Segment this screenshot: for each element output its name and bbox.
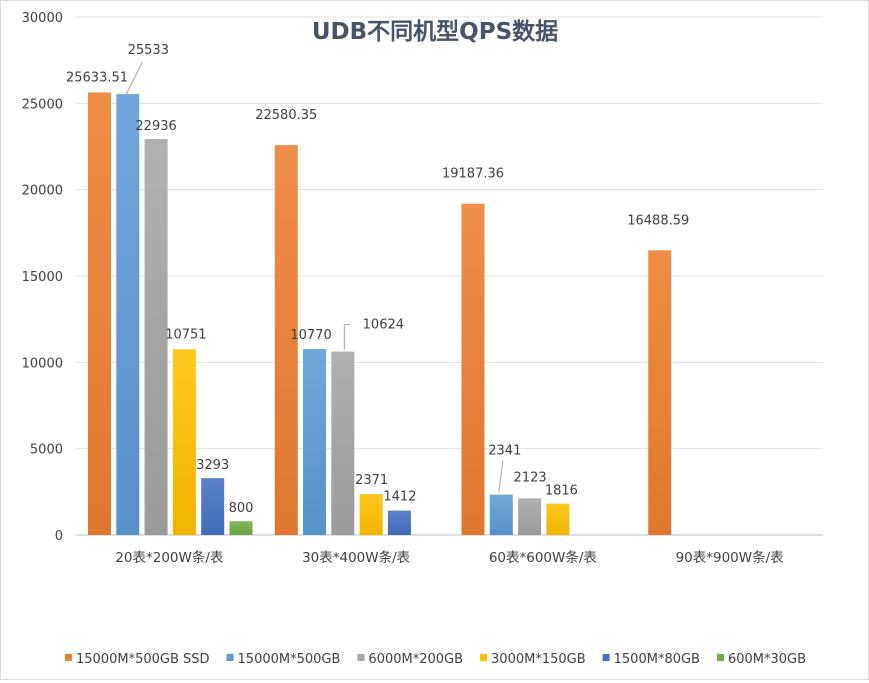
data-label: 800	[229, 501, 254, 516]
chart-title: UDB不同机型QPS数据	[312, 19, 558, 45]
legend-label: 3000M*150GB	[491, 652, 586, 667]
y-tick-label: 15000	[22, 270, 63, 285]
data-label: 3293	[196, 458, 229, 473]
data-label: 22936	[135, 119, 176, 134]
bar	[489, 494, 513, 535]
bar	[88, 92, 111, 536]
gridlines	[76, 16, 823, 536]
legend-item: 1500M*80GB	[602, 652, 700, 667]
legend-swatch	[602, 654, 610, 661]
data-label: 25533	[128, 43, 169, 58]
x-category-label: 20表*200W条/表	[115, 549, 224, 566]
data-label: 25633.51	[66, 70, 128, 85]
legend-swatch	[65, 654, 72, 661]
x-category-label: 30表*400W条/表	[302, 549, 411, 566]
bars	[88, 92, 672, 536]
leader-line	[125, 61, 143, 95]
y-axis-ticks: 0 5000 10000 15000 20000 25000 30000	[22, 11, 63, 544]
y-tick-label: 10000	[22, 356, 63, 371]
legend-label: 15000M*500GB SSD	[76, 652, 210, 667]
bar	[116, 94, 140, 536]
data-label: 10624	[363, 318, 404, 333]
leader-line	[343, 324, 351, 350]
x-category-label: 60表*600W条/表	[489, 549, 598, 566]
legend-swatch	[357, 654, 365, 661]
bar	[546, 503, 570, 535]
data-label: 2341	[488, 444, 521, 459]
y-tick-label: 30000	[22, 11, 63, 26]
bar	[331, 351, 355, 535]
legend-label: 1500M*80GB	[614, 652, 700, 667]
legend-label: 600M*30GB	[728, 652, 806, 667]
legend-item: 3000M*150GB	[480, 652, 586, 667]
y-tick-label: 20000	[22, 184, 63, 199]
data-label: 19187.36	[442, 167, 504, 182]
legend-label: 15000M*500GB	[238, 652, 341, 667]
bar	[201, 478, 225, 535]
data-label: 2123	[514, 470, 547, 485]
x-category-label: 90表*900W条/表	[676, 549, 785, 566]
legend-item: 15000M*500GB	[226, 652, 341, 667]
bar	[274, 145, 298, 536]
leader-lines	[125, 61, 504, 493]
data-label: 1816	[545, 484, 578, 499]
legend-swatch	[480, 654, 488, 661]
y-tick-label: 5000	[30, 443, 63, 458]
legend-item: 6000M*200GB	[357, 652, 463, 667]
legend-swatch	[226, 654, 234, 661]
data-label: 16488.59	[627, 213, 689, 228]
legend-label: 6000M*200GB	[368, 652, 463, 667]
data-label: 1412	[383, 490, 416, 505]
data-label: 22580.35	[255, 108, 317, 123]
leader-line	[498, 460, 504, 493]
bar	[303, 349, 327, 535]
data-label: 2371	[355, 473, 388, 488]
y-tick-label: 0	[55, 529, 63, 544]
legend-item: 15000M*500GB SSD	[65, 652, 210, 667]
bar	[461, 203, 485, 536]
bar	[172, 349, 196, 535]
bar	[648, 250, 672, 536]
bar	[387, 510, 411, 535]
bar	[144, 138, 168, 535]
legend-item: 600M*30GB	[716, 652, 806, 667]
y-tick-label: 25000	[22, 97, 63, 112]
legend: 15000M*500GB SSD 15000M*500GB 6000M*200GB 3…	[65, 652, 806, 667]
data-label: 10751	[165, 327, 206, 342]
bar	[359, 494, 383, 535]
data-label: 10770	[290, 328, 331, 343]
bar	[518, 498, 542, 535]
data-labels: 25633.51 22580.35 19187.36 16488.59 25533 107…	[66, 43, 689, 516]
bar	[229, 521, 253, 535]
legend-swatch	[716, 654, 724, 661]
x-axis-categories: 20表*200W条/表 30表*400W条/表 60表*600W条/表 90表*900…	[115, 549, 784, 566]
